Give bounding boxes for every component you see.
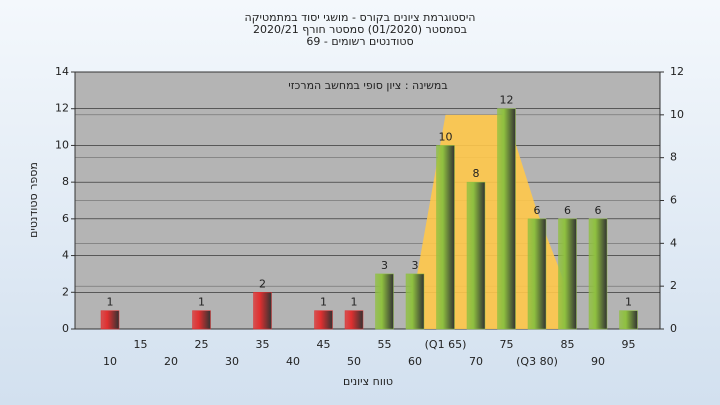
x-tick-label: (Q3 80) bbox=[516, 355, 558, 368]
data-label: 3 bbox=[412, 259, 419, 272]
data-label: 1 bbox=[107, 296, 114, 309]
bar bbox=[253, 292, 272, 330]
x-tick-label: 35 bbox=[256, 338, 270, 351]
bar bbox=[588, 218, 608, 330]
y-tick-label: 2 bbox=[62, 285, 69, 298]
data-label: 12 bbox=[500, 94, 514, 107]
y-tick-label: 8 bbox=[62, 175, 69, 188]
data-label: 6 bbox=[595, 204, 602, 217]
y-tick-label: 6 bbox=[62, 212, 69, 225]
x-tick-label: 95 bbox=[622, 338, 636, 351]
bar bbox=[619, 310, 638, 330]
x-tick-label: 45 bbox=[317, 338, 331, 351]
x-tick-label: (Q1 65) bbox=[425, 338, 467, 351]
data-label: 1 bbox=[625, 296, 632, 309]
data-label: 1 bbox=[351, 296, 358, 309]
chart-subtitle: בסמסטר (01/2020) סמסטר חורף 2020/21 bbox=[253, 23, 467, 36]
annotation: במשינה : ציון סופי במחשב המרכזי bbox=[288, 79, 447, 92]
bar bbox=[192, 310, 211, 330]
y-tick-label: 10 bbox=[55, 138, 69, 151]
y-tick-label: 4 bbox=[62, 249, 69, 262]
bar bbox=[100, 310, 120, 330]
x-tick-label: 10 bbox=[103, 355, 117, 368]
x-tick-label: 60 bbox=[408, 355, 422, 368]
y-tick-label: 14 bbox=[55, 65, 69, 78]
x-tick-label: 55 bbox=[378, 338, 392, 351]
y-tick-label: 12 bbox=[55, 102, 69, 115]
chart-title: היסטוגרמת ציונים בקורס - מושגי יסוד במתמ… bbox=[245, 11, 476, 24]
data-label: 1 bbox=[198, 296, 205, 309]
chart-subtitle: 69 - סטודנטים רשומים bbox=[306, 35, 413, 48]
data-label: 6 bbox=[564, 204, 571, 217]
data-label: 6 bbox=[534, 204, 541, 217]
y2-tick-label: 10 bbox=[670, 108, 684, 121]
x-tick-label: 75 bbox=[500, 338, 514, 351]
data-label: 1 bbox=[320, 296, 327, 309]
y2-tick-label: 0 bbox=[670, 322, 677, 335]
bar bbox=[375, 273, 394, 330]
x-tick-label: 40 bbox=[286, 355, 300, 368]
data-label: 2 bbox=[259, 277, 266, 290]
y2-tick-label: 12 bbox=[670, 65, 684, 78]
bar bbox=[466, 181, 486, 330]
y-tick-label: 0 bbox=[62, 322, 69, 335]
x-tick-label: 50 bbox=[347, 355, 361, 368]
x-tick-label: 30 bbox=[225, 355, 239, 368]
x-tick-label: 15 bbox=[134, 338, 148, 351]
x-axis-title: טווח ציונים bbox=[343, 375, 393, 388]
bar bbox=[558, 218, 577, 330]
x-tick-label: 70 bbox=[469, 355, 483, 368]
y2-tick-label: 4 bbox=[670, 236, 677, 249]
y-axis-title: מספר סטודנטים bbox=[27, 162, 40, 238]
bar bbox=[344, 310, 364, 330]
x-tick-label: 20 bbox=[164, 355, 178, 368]
x-tick-label: 90 bbox=[591, 355, 605, 368]
y2-tick-label: 8 bbox=[670, 151, 677, 164]
data-label: 8 bbox=[473, 167, 480, 180]
x-tick-label: 85 bbox=[561, 338, 575, 351]
x-tick-label: 25 bbox=[195, 338, 209, 351]
bar bbox=[436, 145, 455, 330]
y2-tick-label: 2 bbox=[670, 279, 677, 292]
data-label: 10 bbox=[439, 130, 453, 143]
bar bbox=[314, 310, 333, 330]
data-label: 3 bbox=[381, 259, 388, 272]
bar bbox=[527, 218, 547, 330]
y2-tick-label: 6 bbox=[670, 194, 677, 207]
bar bbox=[405, 273, 425, 330]
bar bbox=[497, 108, 516, 330]
